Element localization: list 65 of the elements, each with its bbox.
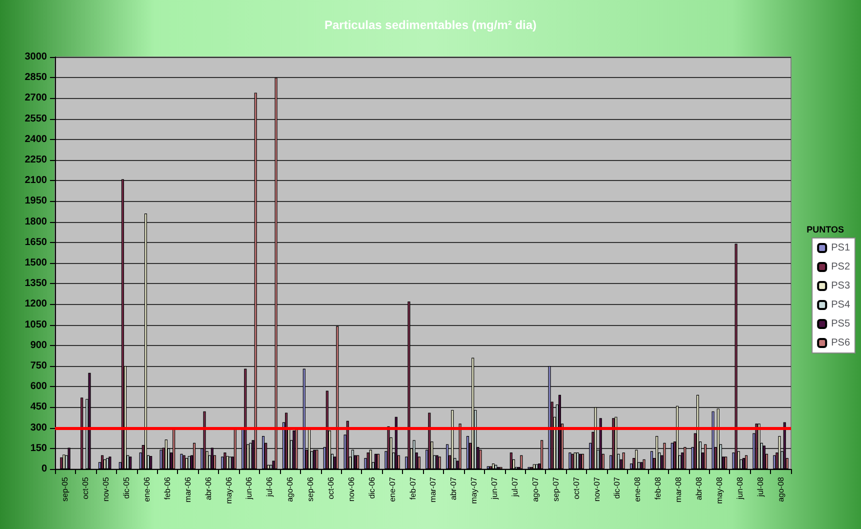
x-tick-label: oct-06 <box>326 476 336 500</box>
x-tick-label: may-06 <box>224 476 234 504</box>
x-tick-label: feb-07 <box>408 476 418 500</box>
legend-label: PS5 <box>831 318 850 330</box>
x-tick-label: sep-06 <box>306 476 316 502</box>
x-tick-label: mar-06 <box>183 476 192 502</box>
y-tick-label: 1050 <box>24 319 48 330</box>
x-tick-label: jul-07 <box>510 476 520 498</box>
x-tick-label: mar-07 <box>428 476 438 502</box>
x-tick-label: nov-06 <box>346 476 356 502</box>
x-tick-label: dic-05 <box>122 476 132 499</box>
x-tick-label: ago-08 <box>776 476 786 502</box>
x-tick-label: mar-08 <box>674 476 684 502</box>
legend-title: PUNTOS <box>806 224 844 234</box>
x-tick-label: dic-06 <box>367 476 376 499</box>
legend-label: PS3 <box>831 280 850 292</box>
x-tick-label: sep-07 <box>551 476 560 502</box>
y-tick-label: 1800 <box>24 216 48 228</box>
y-tick-label: 2550 <box>24 113 48 124</box>
x-tick-label: may-08 <box>714 476 724 504</box>
x-tick-label: may-07 <box>470 476 479 504</box>
x-tick-label: jun-06 <box>244 476 254 500</box>
x-tick-label: feb-06 <box>162 476 172 500</box>
legend-label: PS2 <box>831 262 850 272</box>
x-tick-label: feb-08 <box>654 476 663 500</box>
y-tick-label: 1950 <box>24 196 48 207</box>
x-tick-label: jul-08 <box>756 476 765 498</box>
x-tick-label: oct-07 <box>572 476 581 500</box>
legend-label: PS6 <box>831 338 850 348</box>
chart-title: Particulas sedimentables (mg/m² dia) <box>324 18 537 32</box>
x-tick-label: ago-06 <box>286 476 295 502</box>
legend-label: PS4 <box>831 300 850 310</box>
x-tick-label: dic-07 <box>612 476 622 499</box>
y-tick-label: 1200 <box>24 298 48 310</box>
y-tick-label: 1350 <box>24 278 48 290</box>
x-tick-label: abr-06 <box>204 476 213 500</box>
x-tick-label: jun-08 <box>735 476 744 500</box>
y-tick-label: 600 <box>30 381 48 392</box>
x-tick-label: ago-07 <box>530 476 540 502</box>
x-tick-label: abr-07 <box>449 476 458 500</box>
x-tick-label: ene-06 <box>142 476 152 502</box>
y-tick-label: 2700 <box>24 92 48 104</box>
x-tick-label: sep-05 <box>60 476 70 502</box>
y-tick-label: 900 <box>30 340 48 351</box>
y-tick-label: 2400 <box>24 134 48 145</box>
y-tick-label: 1500 <box>24 258 48 268</box>
y-tick-label: 2100 <box>24 175 48 186</box>
y-tick-label: 0 <box>41 464 48 474</box>
y-tick-label: 450 <box>30 402 48 413</box>
x-tick-label: jun-07 <box>490 476 500 500</box>
x-tick-label: abr-08 <box>694 476 704 500</box>
y-tick-label: 750 <box>30 360 48 372</box>
x-tick-label: jul-06 <box>265 476 274 498</box>
y-tick-label: 2250 <box>24 154 48 166</box>
x-tick-label: ene-07 <box>388 476 397 502</box>
x-tick-label: ene-08 <box>633 476 642 502</box>
legend-label: PS1 <box>831 242 850 254</box>
y-tick-label: 2850 <box>24 72 48 84</box>
y-tick-label: 1650 <box>24 236 48 248</box>
x-tick-label: nov-07 <box>592 476 602 502</box>
x-tick-label: oct-05 <box>81 476 90 500</box>
y-tick-label: 3000 <box>24 52 48 62</box>
y-tick-label: 150 <box>30 442 48 454</box>
x-tick-label: nov-05 <box>102 476 111 502</box>
y-tick-label: 300 <box>30 422 48 434</box>
